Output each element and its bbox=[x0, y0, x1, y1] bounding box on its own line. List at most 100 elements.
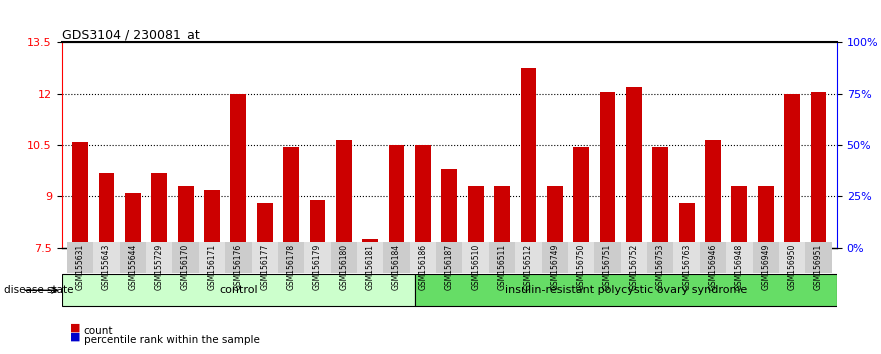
Bar bbox=[72, 243, 88, 248]
Bar bbox=[626, 242, 642, 248]
Bar bbox=[705, 140, 721, 248]
Text: GSM156181: GSM156181 bbox=[366, 244, 374, 290]
Bar bbox=[758, 244, 774, 248]
Text: GSM156946: GSM156946 bbox=[708, 244, 717, 290]
Text: GSM156170: GSM156170 bbox=[181, 244, 190, 290]
Bar bbox=[152, 243, 167, 248]
Bar bbox=[199, 242, 226, 273]
Bar bbox=[441, 169, 457, 248]
Text: ■: ■ bbox=[70, 332, 81, 342]
Bar bbox=[784, 94, 800, 248]
Text: ■: ■ bbox=[70, 323, 81, 333]
Bar bbox=[731, 244, 747, 248]
Bar bbox=[542, 242, 568, 273]
Bar bbox=[652, 243, 668, 248]
Bar bbox=[468, 244, 484, 248]
Bar bbox=[283, 147, 299, 248]
Bar bbox=[415, 145, 431, 248]
Bar bbox=[805, 242, 832, 273]
Bar bbox=[309, 244, 325, 248]
Bar bbox=[336, 140, 352, 248]
Bar bbox=[784, 242, 800, 248]
Bar bbox=[383, 242, 410, 273]
Text: GSM156510: GSM156510 bbox=[471, 244, 480, 290]
Text: GSM156749: GSM156749 bbox=[551, 244, 559, 290]
Text: GSM155643: GSM155643 bbox=[102, 244, 111, 290]
Text: GSM156950: GSM156950 bbox=[788, 244, 796, 290]
Text: GSM156187: GSM156187 bbox=[445, 244, 454, 290]
Bar bbox=[309, 200, 325, 248]
Bar bbox=[547, 186, 563, 248]
Text: GSM156186: GSM156186 bbox=[418, 244, 427, 290]
Bar bbox=[252, 242, 278, 273]
Bar bbox=[600, 92, 616, 248]
Bar bbox=[256, 244, 272, 248]
Text: GSM156184: GSM156184 bbox=[392, 244, 401, 290]
Bar bbox=[93, 242, 120, 273]
Bar bbox=[99, 172, 115, 248]
Bar bbox=[357, 242, 383, 273]
Bar bbox=[811, 92, 826, 248]
FancyBboxPatch shape bbox=[415, 274, 837, 306]
Bar bbox=[758, 186, 774, 248]
Text: GDS3104 / 230081_at: GDS3104 / 230081_at bbox=[62, 28, 199, 41]
Text: GSM156951: GSM156951 bbox=[814, 244, 823, 290]
Bar bbox=[304, 242, 330, 273]
Text: GSM156949: GSM156949 bbox=[761, 244, 770, 290]
Bar bbox=[463, 242, 489, 273]
Bar bbox=[731, 186, 747, 248]
Text: GSM156750: GSM156750 bbox=[577, 244, 586, 290]
Bar bbox=[231, 94, 247, 248]
Bar bbox=[494, 244, 510, 248]
Bar bbox=[389, 145, 404, 248]
Bar bbox=[152, 172, 167, 248]
Bar bbox=[652, 147, 668, 248]
Bar bbox=[568, 242, 595, 273]
Text: GSM156179: GSM156179 bbox=[313, 244, 322, 290]
Bar bbox=[494, 186, 510, 248]
Text: GSM156177: GSM156177 bbox=[260, 244, 270, 290]
Text: GSM156753: GSM156753 bbox=[655, 244, 665, 290]
Bar bbox=[226, 242, 252, 273]
Bar bbox=[600, 242, 616, 248]
Text: GSM156511: GSM156511 bbox=[498, 244, 507, 290]
Text: GSM156763: GSM156763 bbox=[682, 244, 691, 290]
Text: GSM156176: GSM156176 bbox=[233, 244, 243, 290]
Text: GSM156751: GSM156751 bbox=[603, 244, 612, 290]
Bar bbox=[574, 147, 589, 248]
Bar bbox=[521, 242, 537, 248]
Bar bbox=[468, 186, 484, 248]
Bar bbox=[362, 245, 378, 248]
Text: GSM156171: GSM156171 bbox=[208, 244, 217, 290]
Bar bbox=[489, 242, 515, 273]
Bar bbox=[415, 243, 431, 248]
Bar bbox=[441, 243, 457, 248]
Text: GSM156948: GSM156948 bbox=[735, 244, 744, 290]
Bar bbox=[574, 243, 589, 248]
Bar bbox=[256, 203, 272, 248]
Bar bbox=[705, 243, 721, 248]
Bar bbox=[231, 242, 247, 248]
Bar bbox=[678, 244, 694, 248]
Bar bbox=[278, 242, 304, 273]
Bar bbox=[595, 242, 621, 273]
Bar bbox=[336, 243, 352, 248]
Text: disease state: disease state bbox=[4, 285, 74, 295]
Text: count: count bbox=[84, 326, 113, 336]
Bar bbox=[521, 68, 537, 248]
Text: percentile rank within the sample: percentile rank within the sample bbox=[84, 335, 260, 345]
Bar bbox=[673, 242, 700, 273]
Bar bbox=[146, 242, 173, 273]
FancyBboxPatch shape bbox=[62, 274, 415, 306]
Text: GSM156752: GSM156752 bbox=[629, 244, 639, 290]
Bar bbox=[779, 242, 805, 273]
Bar bbox=[410, 242, 436, 273]
Bar bbox=[120, 242, 146, 273]
Bar bbox=[547, 244, 563, 248]
Bar bbox=[362, 239, 378, 248]
Text: GSM156180: GSM156180 bbox=[339, 244, 348, 290]
Bar bbox=[389, 243, 404, 248]
Bar bbox=[726, 242, 752, 273]
Bar bbox=[178, 244, 194, 248]
Bar bbox=[125, 193, 141, 248]
